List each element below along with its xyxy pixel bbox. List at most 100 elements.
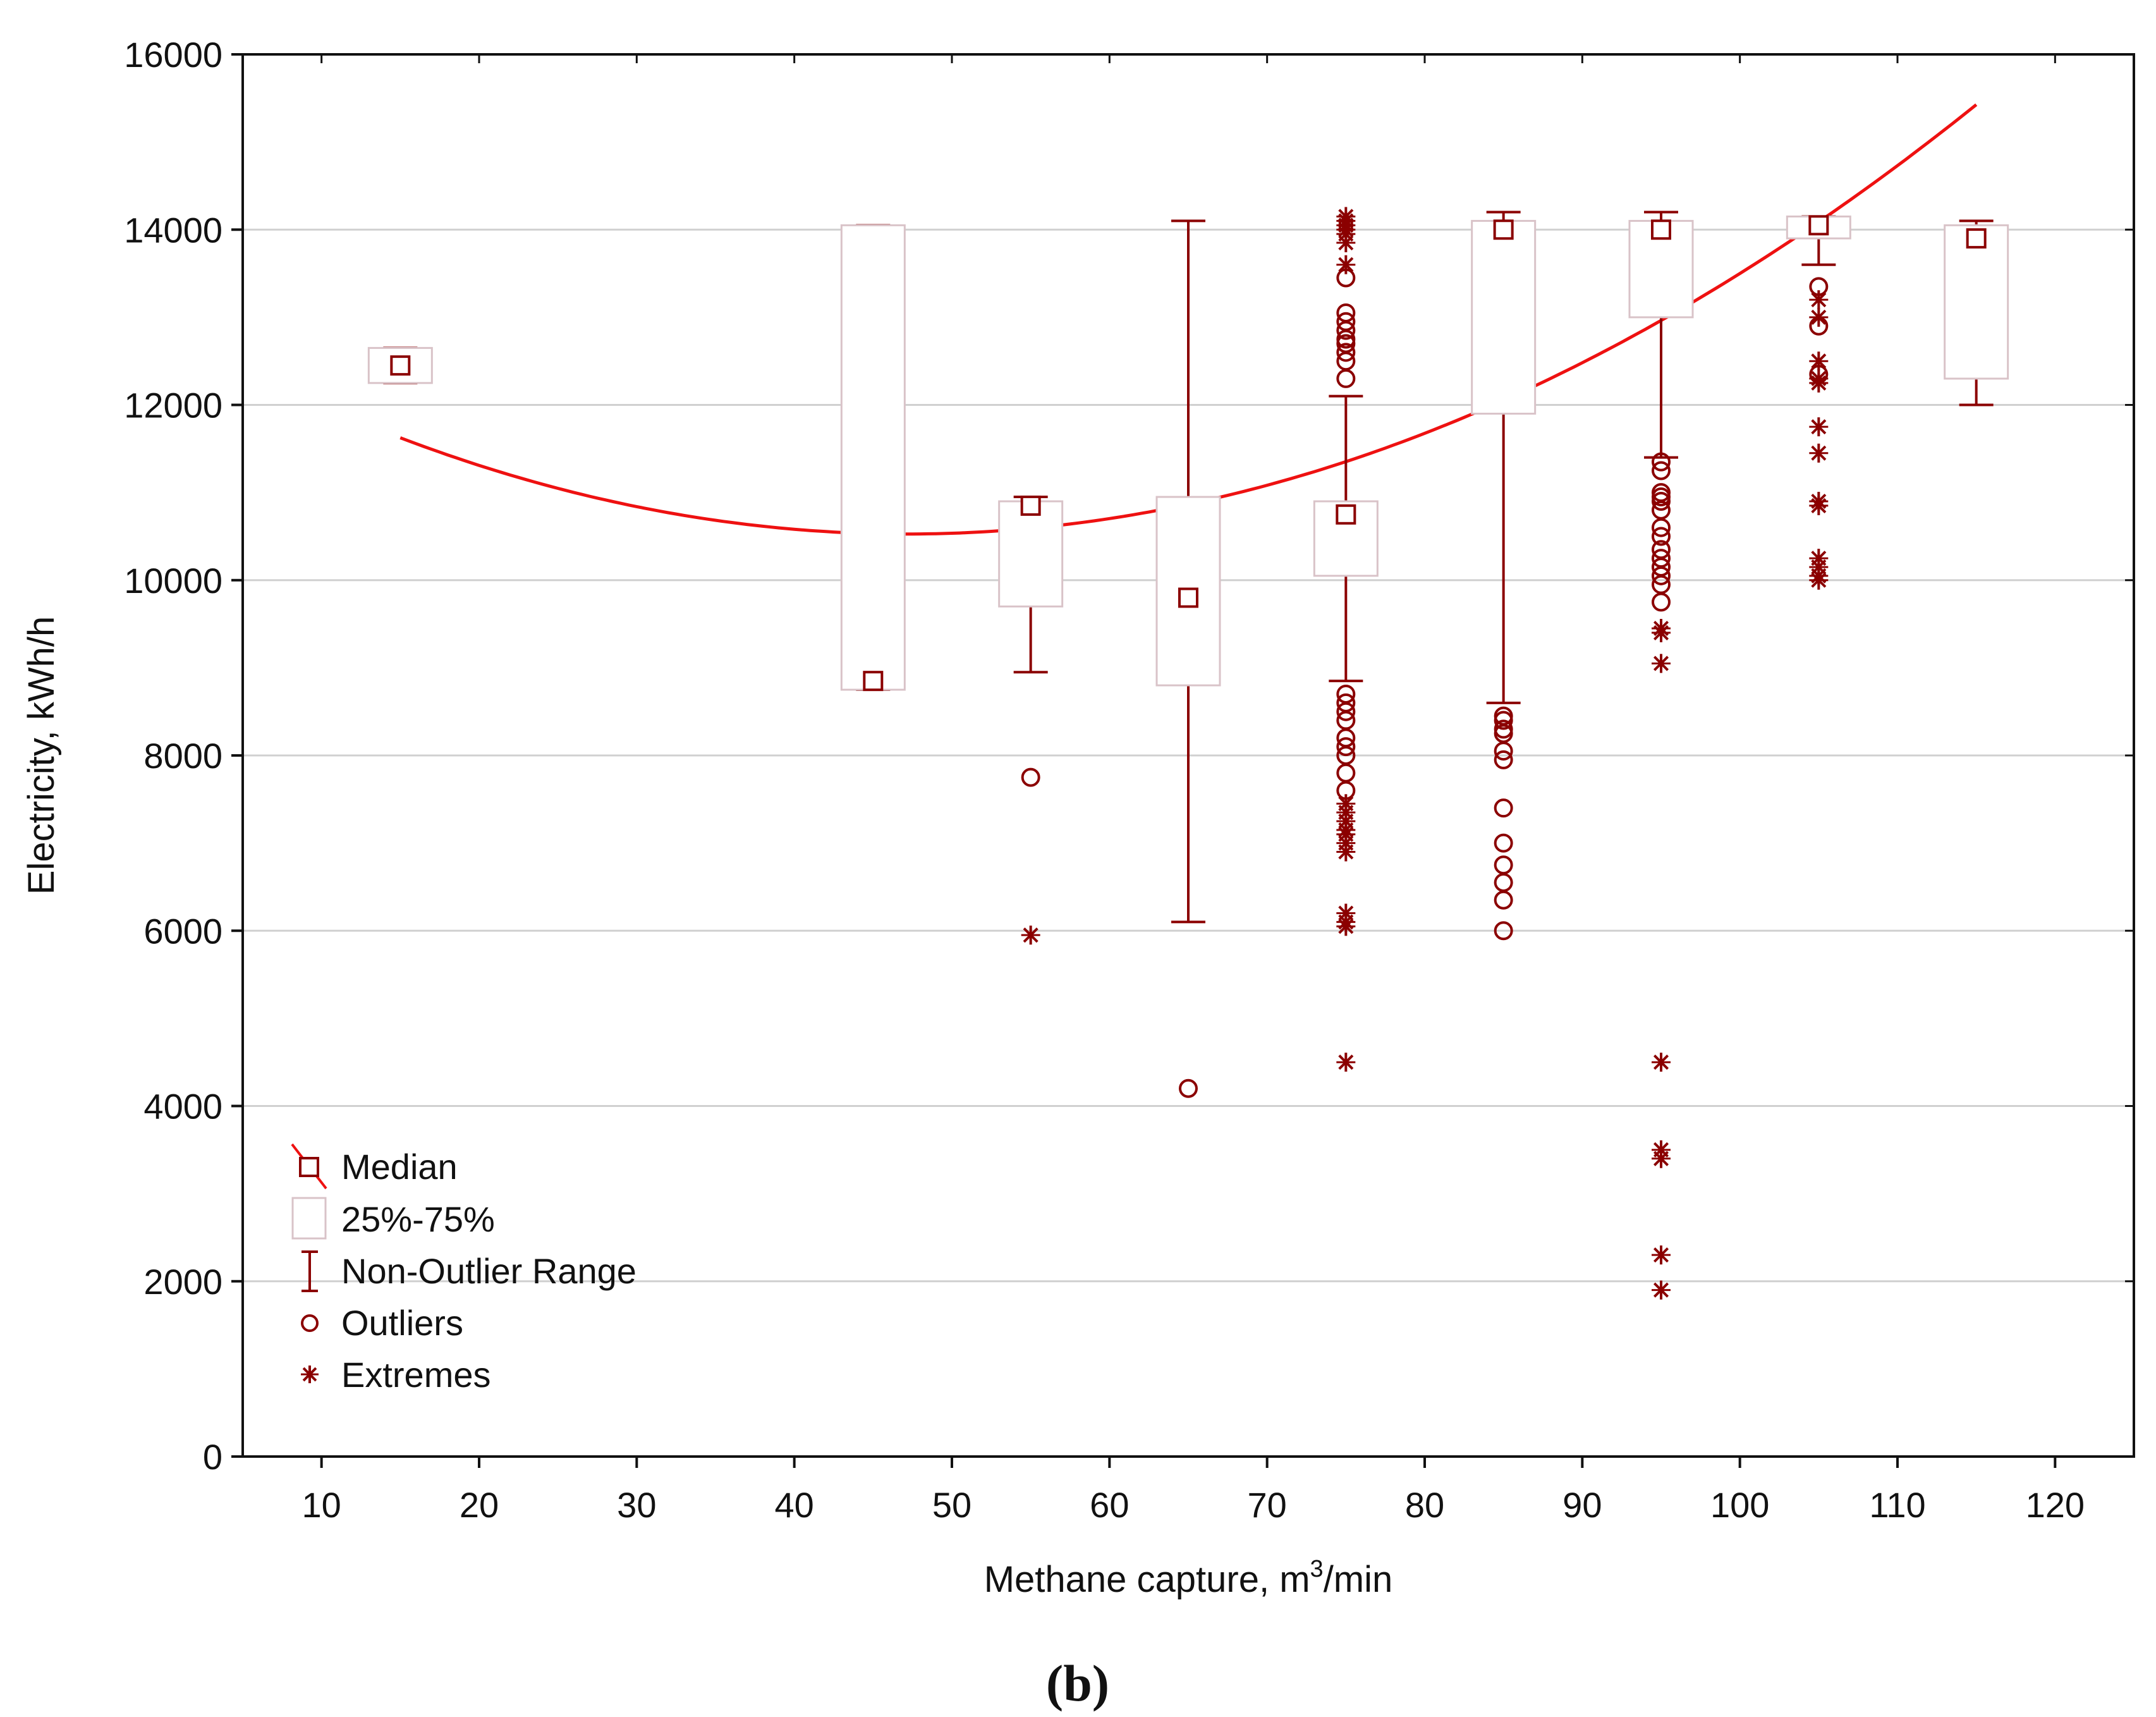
extreme-point	[1809, 373, 1829, 393]
box-group	[840, 224, 906, 692]
extreme-point	[1336, 1053, 1356, 1072]
median-marker	[1966, 228, 1987, 249]
x-tick-label: 100	[1710, 1485, 1769, 1525]
box-group	[1786, 215, 1851, 590]
legend-box-label: 25%-75%	[341, 1199, 495, 1239]
median-marker	[1808, 215, 1829, 236]
median-marker	[1651, 219, 1671, 240]
outlier-point	[1336, 369, 1356, 388]
x-tick-label: 10	[302, 1485, 341, 1525]
median-marker	[1020, 495, 1041, 516]
extreme-point	[1809, 290, 1829, 310]
outlier-point	[1652, 566, 1671, 585]
extreme-point	[1652, 1053, 1671, 1072]
y-tick-label: 6000	[143, 911, 222, 951]
y-tick-label: 10000	[124, 561, 222, 601]
extreme-point	[1336, 255, 1356, 274]
extreme-point	[1809, 307, 1829, 327]
extreme-point	[1652, 1149, 1671, 1168]
box-group	[367, 346, 433, 384]
y-tick-label: 8000	[143, 736, 222, 776]
iqr-box	[1471, 219, 1537, 415]
extreme-point	[1652, 1280, 1671, 1300]
box-group	[1471, 211, 1537, 941]
outlier-point	[1336, 702, 1356, 721]
extreme-point	[1809, 570, 1829, 590]
median-marker	[1178, 587, 1198, 608]
median-marker	[390, 355, 411, 376]
outlier-point	[1652, 491, 1671, 511]
x-tick-label: 80	[1405, 1485, 1444, 1525]
iqr-box	[998, 500, 1064, 608]
extreme-point	[1652, 654, 1671, 673]
outlier-point	[1494, 921, 1513, 941]
y-tick-label: 4000	[143, 1087, 222, 1127]
box-group	[1944, 219, 2009, 406]
legend-extreme-symbol	[301, 1366, 319, 1383]
ticks: 0 2000 4000 6000 8000 10000 12000 14000 16000 10 2…	[124, 35, 2134, 1525]
median-marker	[1493, 219, 1514, 240]
x-tick-label: 90	[1562, 1485, 1602, 1525]
box-group	[1628, 211, 1694, 1300]
extreme-point	[1652, 623, 1671, 642]
x-tick-label: 60	[1090, 1485, 1129, 1525]
extreme-point	[1336, 233, 1356, 253]
legend-median-label: Median	[341, 1147, 458, 1187]
x-tick-label: 40	[775, 1485, 814, 1525]
outlier-point	[1652, 518, 1671, 537]
box-group	[998, 495, 1064, 945]
outlier-point	[1494, 750, 1513, 769]
legend-median-symbol	[291, 1143, 327, 1190]
y-tick-label: 2000	[143, 1262, 222, 1302]
x-tick-label: 120	[2026, 1485, 2085, 1525]
legend-outlier-label: Outliers	[341, 1303, 463, 1343]
x-tick-label: 70	[1248, 1485, 1287, 1525]
extreme-point	[1809, 417, 1829, 437]
extreme-point	[1021, 926, 1040, 945]
outlier-point	[1494, 833, 1513, 853]
legend: Median 25%-75% Non-Outlier Range Outlier…	[291, 1143, 636, 1395]
iqr-box	[1944, 224, 2009, 380]
boxes	[367, 207, 2009, 1300]
legend-extreme-label: Extremes	[341, 1355, 491, 1395]
x-tick-label: 20	[460, 1485, 499, 1525]
legend-whisker-symbol	[301, 1250, 318, 1292]
outlier-point	[1494, 798, 1513, 818]
median-marker	[863, 671, 884, 692]
outlier-point	[1021, 767, 1040, 787]
legend-extreme-star	[301, 1366, 319, 1383]
extreme-point	[1809, 443, 1829, 463]
outlier-point	[1336, 343, 1356, 362]
y-tick-label: 12000	[124, 386, 222, 425]
x-tick-label: 110	[1869, 1485, 1925, 1525]
median-marker	[1336, 504, 1356, 525]
y-tick-label: 16000	[124, 35, 222, 75]
extreme-point	[1336, 917, 1356, 936]
outlier-point	[1652, 452, 1671, 472]
legend-outlier-symbol	[301, 1314, 319, 1332]
legend-box-symbol	[291, 1197, 327, 1240]
box-group	[1313, 207, 1379, 1072]
y-tick-label: 14000	[124, 210, 222, 250]
iqr-box	[840, 224, 906, 691]
outlier-point	[1652, 592, 1671, 612]
box-group	[1155, 219, 1221, 1098]
outlier-point	[1494, 890, 1513, 910]
y-axis-title: Electricity, kWh/h	[21, 616, 62, 895]
x-tick-label: 30	[617, 1485, 656, 1525]
outlier-point	[1494, 742, 1513, 761]
x-tick-label: 50	[932, 1485, 971, 1525]
outlier-point	[1336, 321, 1356, 340]
x-axis-title-sup: 3	[1310, 1556, 1324, 1582]
extreme-point	[1652, 1245, 1671, 1265]
extreme-point	[1809, 496, 1829, 515]
extreme-point	[1809, 351, 1829, 371]
outlier-point	[1652, 527, 1671, 546]
outlier-point	[1179, 1078, 1198, 1098]
y-tick-label: 0	[203, 1437, 222, 1477]
x-axis-title-main: Methane capture, m	[984, 1559, 1310, 1600]
outlier-point	[1494, 711, 1513, 730]
panel-label: (b)	[1046, 1654, 1109, 1712]
x-axis-title: Methane capture, m3/min	[984, 1556, 1393, 1600]
